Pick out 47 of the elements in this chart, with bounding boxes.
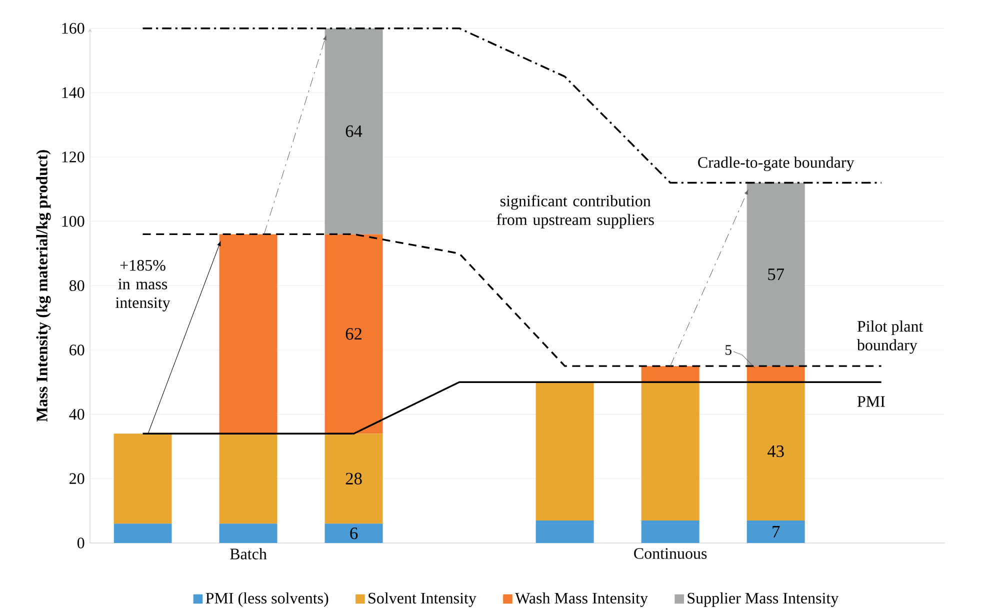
- x-tick-label: Batch: [230, 548, 267, 560]
- y-tick-label: 100: [62, 216, 84, 227]
- bar: [219, 524, 278, 543]
- data-label: 7: [772, 526, 780, 538]
- bar: [219, 234, 278, 434]
- data-label: 62: [346, 328, 362, 340]
- data-label: 6: [350, 528, 358, 540]
- bar: [746, 182, 805, 366]
- y-tick-label: 60: [70, 344, 84, 356]
- bar: [641, 520, 700, 543]
- bar: [114, 434, 172, 524]
- data-label: 57: [768, 268, 784, 280]
- bar: [324, 434, 383, 524]
- bar: [746, 366, 805, 382]
- legend-label: Solvent Intensity: [368, 592, 476, 607]
- annotation: +185% in mass intensity: [116, 260, 170, 312]
- series-label: Pilot plant boundary: [856, 320, 924, 354]
- legend-label: PMI (less solvents): [206, 592, 328, 607]
- y-tick-label: 0: [77, 538, 84, 548]
- y-tick-label: 40: [69, 408, 84, 420]
- bar: [324, 234, 383, 434]
- x-tick-label: Continuous: [634, 548, 707, 559]
- bar: [324, 524, 383, 543]
- bar: [746, 520, 805, 543]
- bar: [219, 434, 278, 524]
- y-axis-title: Mass Intensity (kg material/kg product): [36, 150, 51, 422]
- y-tick-label: 140: [62, 87, 84, 98]
- data-label: 5: [726, 345, 732, 355]
- y-tick-label: 20: [70, 473, 84, 484]
- bar: [536, 382, 594, 520]
- series-label: Cradle-to-gate boundary: [698, 156, 854, 172]
- legend-label: Supplier Mass Intensity: [688, 592, 839, 607]
- y-tick-label: 160: [62, 22, 84, 34]
- bar: [324, 28, 383, 234]
- bar: [641, 366, 700, 382]
- y-tick-label: 80: [69, 280, 84, 292]
- data-label: 43: [768, 445, 784, 458]
- data-label: 28: [346, 472, 362, 484]
- bar: [641, 382, 700, 520]
- series-label: PMI: [857, 396, 885, 407]
- y-tick-label: 120: [62, 152, 84, 162]
- bar: [746, 382, 805, 520]
- bar: [536, 520, 594, 543]
- data-label: 64: [346, 125, 362, 138]
- annotation: significant contribution from upstream suppliers: [496, 195, 654, 228]
- bar: [114, 524, 172, 543]
- legend-label: Wash Mass Intensity: [515, 592, 648, 607]
